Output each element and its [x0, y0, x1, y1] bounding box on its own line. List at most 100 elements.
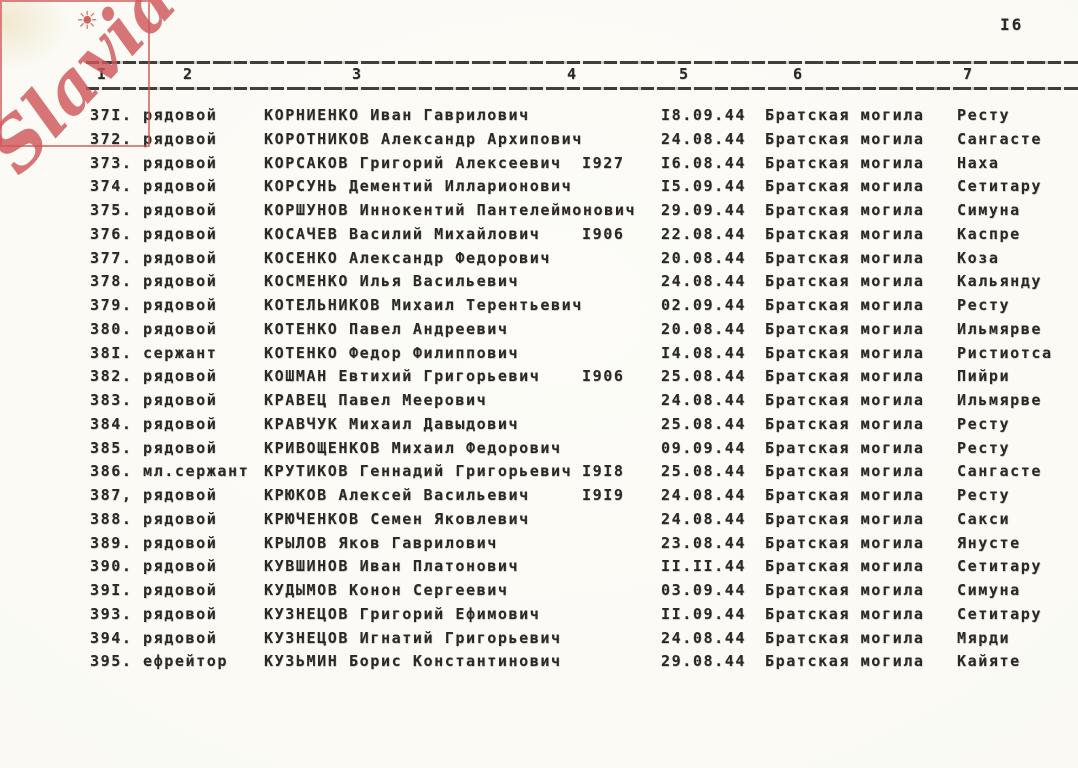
burial-place: Сакси	[957, 509, 1011, 528]
rank: рядовой	[143, 129, 218, 148]
grave-type: Братская могила	[765, 224, 925, 243]
full-name: КОТЕНКО Федор Филиппович	[264, 343, 520, 362]
row-number: 394.	[90, 628, 133, 647]
death-date: 23.08.44	[661, 533, 747, 552]
death-date: 24.08.44	[661, 509, 747, 528]
row-number: 37I.	[90, 106, 133, 124]
death-date: 02.09.44	[661, 296, 747, 314]
full-name: КРАВЧУК Михаил Давыдович	[264, 414, 520, 433]
table-row: 380. рядовой КОТЕНКО Павел Андреевич 20.08.…	[0, 318, 1078, 342]
grave-type: Братская могила	[765, 201, 925, 219]
full-name: КУЗЬМИН Борис Константинович	[264, 652, 562, 671]
grave-type: Братская могила	[765, 462, 925, 481]
grave-type: Братская могила	[765, 367, 925, 386]
row-number: 386.	[90, 462, 133, 481]
column-header-3: 3	[352, 65, 362, 83]
grave-type: Братская могила	[765, 652, 925, 671]
table-row: 379. рядовой КОТЕЛЬНИКОВ Михаил Терентьеви…	[0, 294, 1078, 318]
table-row: 387, рядовой КРЮКОВ Алексей Васильевич I9I9…	[0, 484, 1078, 508]
grave-type: Братская могила	[765, 557, 925, 576]
table-row: 390. рядовой КУВШИНОВ Иван Платонович II.II…	[0, 555, 1078, 579]
table-row: 382. рядовой КОШМАН Евтихий Григорьевич I90…	[0, 365, 1078, 389]
row-number: 383.	[90, 391, 133, 409]
rank: рядовой	[143, 486, 218, 504]
row-number: 388.	[90, 509, 133, 528]
death-date: II.II.44	[661, 557, 747, 576]
full-name: КОРНИЕНКО Иван Гаврилович	[264, 106, 530, 124]
full-name: КРИВОЩЕНКОВ Михаил Федорович	[264, 438, 562, 457]
death-date: 24.08.44	[661, 486, 747, 504]
death-date: 09.09.44	[661, 438, 747, 457]
grave-type: Братская могила	[765, 581, 925, 599]
page-number: I6	[1000, 15, 1024, 34]
death-date: 20.08.44	[661, 319, 747, 338]
burial-place: Наха	[957, 153, 1000, 172]
death-date: I8.09.44	[661, 106, 747, 124]
rank: рядовой	[143, 296, 218, 314]
row-number: 390.	[90, 557, 133, 576]
burial-place: Мярди	[957, 628, 1011, 647]
table-row: 373. рядовой КОРСАКОВ Григорий Алексеевич I…	[0, 152, 1078, 176]
grave-type: Братская могила	[765, 438, 925, 457]
grave-type: Братская могила	[765, 604, 925, 623]
burial-place: Ильмярве	[957, 319, 1043, 338]
grave-type: Братская могила	[765, 153, 925, 172]
burial-place: Ристиотса	[957, 343, 1053, 362]
casualty-table: 37I. рядовой КОРНИЕНКО Иван Гаврилович I8.0…	[0, 104, 1078, 674]
table-row: 385. рядовой КРИВОЩЕНКОВ Михаил Федорович 0…	[0, 437, 1078, 461]
death-date: 25.08.44	[661, 367, 747, 386]
birth-year: I9I9	[582, 486, 625, 504]
column-header-5: 5	[679, 65, 689, 83]
row-number: 384.	[90, 414, 133, 433]
grave-type: Братская могила	[765, 486, 925, 504]
death-date: 03.09.44	[661, 581, 747, 599]
row-number: 376.	[90, 224, 133, 243]
row-number: 385.	[90, 438, 133, 457]
full-name: КОТЕЛЬНИКОВ Михаил Терентьевич	[264, 296, 583, 314]
rank: рядовой	[143, 604, 218, 623]
full-name: КОРСУНЬ Дементий Илларионович	[264, 177, 573, 196]
column-header-4: 4	[567, 65, 577, 83]
column-header-2: 2	[183, 65, 193, 83]
column-header-1: I	[97, 65, 107, 83]
burial-place: Кальянду	[957, 272, 1043, 291]
burial-place: Пийри	[957, 367, 1011, 386]
row-number: 377.	[90, 248, 133, 267]
table-row: 378. рядовой КОСМЕНКО Илья Васильевич 24.08…	[0, 270, 1078, 294]
burial-place: Кайяте	[957, 652, 1021, 671]
death-date: 29.08.44	[661, 652, 747, 671]
birth-year: I9I8	[582, 462, 625, 481]
grave-type: Братская могила	[765, 296, 925, 314]
full-name: КРЮЧЕНКОВ Семен Яковлевич	[264, 509, 530, 528]
death-date: II.09.44	[661, 604, 747, 623]
table-row: 388. рядовой КРЮЧЕНКОВ Семен Яковлевич 24.0…	[0, 508, 1078, 532]
rank: рядовой	[143, 106, 218, 124]
table-row: 389. рядовой КРЫЛОВ Яков Гаврилович 23.08.4…	[0, 532, 1078, 556]
table-row: 393. рядовой КУЗНЕЦОВ Григорий Ефимович II.…	[0, 603, 1078, 627]
death-date: I5.09.44	[661, 177, 747, 196]
death-date: I6.08.44	[661, 153, 747, 172]
burial-place: Ресту	[957, 486, 1011, 504]
rank: рядовой	[143, 248, 218, 267]
burial-place: Ресту	[957, 414, 1011, 433]
row-number: 387,	[90, 486, 133, 504]
rank: сержант	[143, 343, 218, 362]
death-date: 25.08.44	[661, 462, 747, 481]
rank: рядовой	[143, 509, 218, 528]
rank: рядовой	[143, 177, 218, 196]
table-row: 383. рядовой КРАВЕЦ Павел Меерович 24.08.44…	[0, 389, 1078, 413]
row-number: 379.	[90, 296, 133, 314]
row-number: 38I.	[90, 343, 133, 362]
grave-type: Братская могила	[765, 177, 925, 196]
table-header-rule-top	[86, 61, 1078, 64]
birth-year: I906	[582, 367, 625, 386]
full-name: КУДЫМОВ Конон Сергеевич	[264, 581, 509, 599]
burial-place: Ресту	[957, 296, 1011, 314]
rank: рядовой	[143, 414, 218, 433]
row-number: 382.	[90, 367, 133, 386]
table-row: 38I. сержант КОТЕНКО Федор Филиппович I4.08…	[0, 342, 1078, 366]
table-row: 37I. рядовой КОРНИЕНКО Иван Гаврилович I8.0…	[0, 104, 1078, 128]
table-row: 377. рядовой КОСЕНКО Александр Федорович 20…	[0, 247, 1078, 271]
sun-icon: ☀	[76, 6, 99, 35]
